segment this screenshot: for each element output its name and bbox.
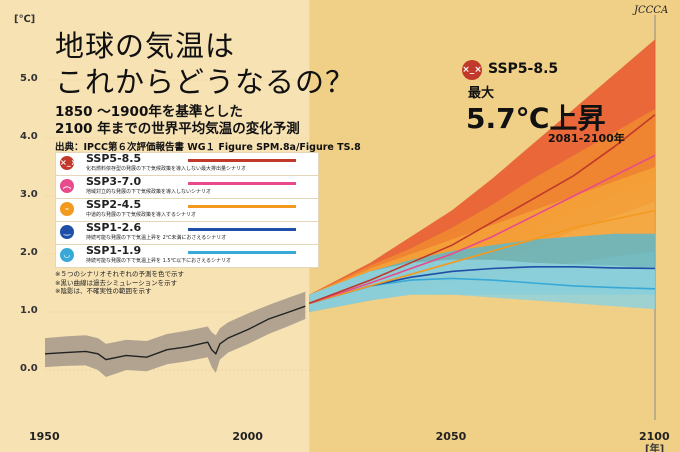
y-tick-label: 2.0 <box>20 247 38 258</box>
legend-name: SSP3-7.0 <box>86 175 142 188</box>
callout-scenario: SSP5-8.5 <box>488 61 559 77</box>
title-line: 地球の気温は <box>55 29 236 63</box>
title-line: これからどうなるの？ <box>55 65 356 99</box>
legend-swatch <box>188 182 296 185</box>
legend-description: 持続可能な発展の下で気温上昇を 1.5℃以下におさえるシナリオ <box>86 258 232 264</box>
legend-description: 地域対立的な発展の下で気候政策を導入しないシナリオ <box>86 189 212 195</box>
chart-notes: ※５つのシナリオそれぞれの予測を色で示す ※黒い曲線は過去シミュレーションを示す… <box>55 270 184 296</box>
legend-item: ︵ SSP3-7.0 地域対立的な発展の下で気候政策を導入しないシナリオ <box>55 175 319 199</box>
historical-band <box>45 291 306 377</box>
smile-face-icon: ‿ <box>60 225 74 239</box>
sad-face-icon: ×_× <box>462 60 482 80</box>
callout-max-label: 最大 <box>468 86 495 101</box>
legend-item: ‿ SSP1-2.6 持続可能な発展の下で気温上昇を 2℃未満におさえるシナリオ <box>55 221 319 245</box>
subtitle: 1850 ～1900年を基準とした 2100 年までの世界平均気温の変化予測 <box>55 104 300 138</box>
legend-swatch <box>188 228 296 231</box>
subtitle-line: 1850 ～1900年を基準とした <box>55 104 243 120</box>
subtitle-line: 2100 年までの世界平均気温の変化予測 <box>55 121 300 137</box>
jccca-logo: JCCCA <box>634 5 669 16</box>
historical-line <box>44 305 306 361</box>
legend-description: 化石燃料依存型の発展の下で気候政策を導入しない最大排出量シナリオ <box>86 166 247 172</box>
legend-name: SSP1-2.6 <box>86 221 142 234</box>
legend-swatch <box>188 159 296 162</box>
frown-face-icon: ︵ <box>60 179 74 193</box>
series-line <box>309 277 656 305</box>
legend-item: ×_× SSP5-8.5 化石燃料依存型の発展の下で気候政策を導入しない最大排出量シ… <box>55 152 319 176</box>
legend-description: 持続可能な発展の下で気温上昇を 2℃未満におさえるシナリオ <box>86 235 227 241</box>
page-title: 地球の気温は これからどうなるの？ <box>55 28 355 100</box>
legend-name: SSP1-1.9 <box>86 244 142 257</box>
legend-item: – SSP2-4.5 中道的な発展の下で気候政策を導入するシナリオ <box>55 198 319 222</box>
y-unit-label: [℃] <box>14 14 36 25</box>
x-unit-label: [年] <box>645 444 665 452</box>
callout-rise-value: 5.7℃上昇 <box>466 102 606 135</box>
legend-name: SSP2-4.5 <box>86 198 142 211</box>
legend-item: ◡ SSP1-1.9 持続可能な発展の下で気温上昇を 1.5℃以下におさえるシナリオ <box>55 244 319 268</box>
y-tick-label: 5.0 <box>20 73 38 84</box>
y-tick-label: 4.0 <box>20 131 38 142</box>
y-tick-label: 0.0 <box>20 363 38 374</box>
series-line <box>309 114 656 305</box>
legend-name: SSP5-8.5 <box>86 152 142 165</box>
legend-swatch <box>188 205 296 208</box>
series-line <box>309 154 656 305</box>
legend-description: 中道的な発展の下で気候政策を導入するシナリオ <box>86 212 197 218</box>
sad-face-icon: ×_× <box>60 156 77 170</box>
happy-face-icon: ◡ <box>60 248 74 262</box>
x-tick-label: 2100 <box>639 430 670 443</box>
y-tick-label: 1.0 <box>20 305 38 316</box>
neutral-face-icon: – <box>60 202 74 216</box>
legend-swatch <box>188 251 296 254</box>
x-tick-label: 2000 <box>232 430 263 443</box>
note-line: ※５つのシナリオそれぞれの予測を色で示す <box>55 270 184 278</box>
note-line: ※黒い曲線は過去シミュレーションを示す <box>55 278 178 287</box>
uncertainty-band <box>309 259 655 312</box>
y-tick-label: 3.0 <box>20 189 38 200</box>
x-tick-label: 1950 <box>29 430 60 443</box>
series-line <box>309 266 656 305</box>
callout-period: 2081-2100年 <box>548 132 625 145</box>
series-line <box>309 209 656 305</box>
source-citation: 出典：IPCC第６次評価報告書 WG１ Figure SPM.8a/Figure… <box>55 142 361 153</box>
x-tick-label: 2050 <box>435 430 467 443</box>
note-line: ※陰影は、不確実性の範囲を示す <box>55 287 152 295</box>
